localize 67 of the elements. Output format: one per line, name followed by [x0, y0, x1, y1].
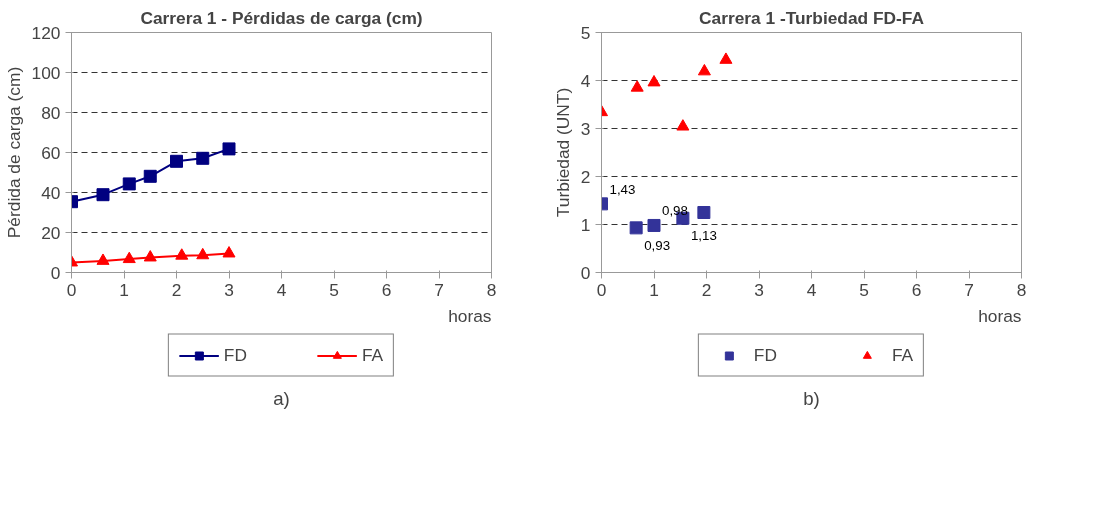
point: [222, 142, 236, 156]
point: [96, 188, 110, 202]
point: [122, 177, 136, 191]
data-label: 1,13: [690, 228, 717, 244]
x-tick-label: 2: [701, 279, 712, 300]
legend-label: FD: [753, 344, 777, 366]
y-axis-title: Pérdida de carga (cm): [3, 66, 24, 239]
point: [647, 74, 661, 87]
y-tick-label: 80: [41, 102, 61, 123]
point: [697, 63, 711, 76]
y-tick-label: 120: [31, 22, 61, 43]
x-tick-label: 1: [119, 279, 129, 300]
x-axis-title: horas: [448, 305, 492, 326]
point: [170, 154, 183, 168]
x-tick-label: 6: [381, 279, 392, 300]
x-tick-label: 8: [486, 279, 497, 300]
y-axis-title: Turbiedad (UNT): [552, 87, 573, 218]
point: [647, 218, 661, 232]
chart-title: Carrera 1 -Turbiedad FD-FA: [699, 7, 925, 28]
y-tick-label: 1: [580, 214, 591, 235]
y-tick-label: 40: [41, 182, 61, 203]
y-tick-label: 20: [41, 222, 61, 243]
x-tick-label: 0: [596, 279, 607, 300]
x-tick-label: 8: [1016, 279, 1027, 300]
x-tick-label: 7: [434, 279, 444, 300]
x-tick-label: 0: [66, 279, 77, 300]
y-tick-label: 0: [50, 262, 61, 283]
x-tick-label: 3: [224, 279, 234, 300]
y-tick-label: 100: [31, 62, 61, 83]
x-tick-label: 7: [964, 279, 974, 300]
point: [222, 246, 236, 258]
y-tick-label: 0: [580, 262, 591, 283]
data-label: 1,43: [609, 181, 636, 197]
legend-label: FA: [361, 344, 384, 366]
point: [175, 248, 189, 260]
point: [196, 247, 210, 260]
x-tick-label: 6: [911, 279, 922, 300]
point: [630, 80, 644, 92]
point: [122, 251, 136, 264]
y-tick-label: 60: [41, 142, 61, 163]
point: [196, 151, 210, 165]
x-tick-label: 1: [649, 279, 659, 300]
y-tick-label: 5: [580, 22, 591, 43]
point: [697, 206, 711, 219]
point: [143, 169, 157, 183]
point: [719, 52, 733, 64]
x-tick-label: 5: [329, 279, 339, 300]
chart-title: Carrera 1 - Pérdidas de carga (cm): [140, 7, 423, 28]
text: a): [273, 387, 290, 409]
x-tick-label: 3: [754, 279, 764, 300]
legend-label: FA: [891, 344, 914, 366]
point: [676, 119, 690, 131]
legend-label: FD: [223, 344, 247, 366]
data-label: 0,98: [662, 203, 688, 219]
y-tick-label: 3: [580, 118, 591, 139]
x-tick-label: 4: [276, 279, 287, 300]
x-tick-label: 5: [859, 279, 869, 300]
y-tick-label: 2: [580, 166, 591, 187]
x-axis-title: horas: [978, 305, 1022, 326]
point: [96, 253, 110, 265]
y-tick-label: 4: [580, 70, 591, 91]
text: b): [803, 387, 820, 409]
point: [143, 250, 157, 262]
data-label: 0,93: [644, 237, 671, 253]
x-tick-label: 2: [171, 279, 182, 300]
point: [629, 221, 643, 235]
x-tick-label: 4: [806, 279, 817, 300]
